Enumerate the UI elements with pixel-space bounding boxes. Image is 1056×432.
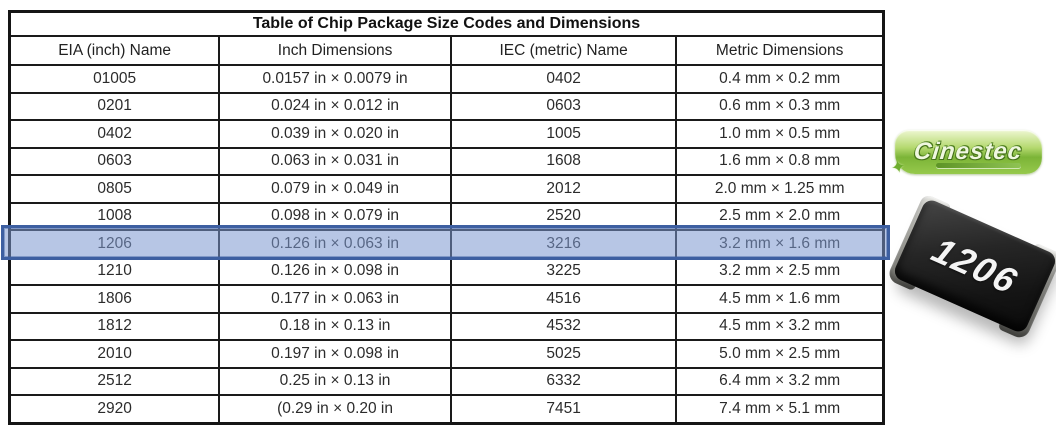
chip-size-table: Table of Chip Package Size Codes and Dim… xyxy=(8,10,885,425)
table-cell: 0.126 in × 0.098 in xyxy=(218,256,452,287)
table-cell: 1206 xyxy=(8,229,221,259)
table-cell: 2920 xyxy=(8,394,221,425)
column-header: Inch Dimensions xyxy=(218,35,452,66)
table-cell: 4.5 mm × 1.6 mm xyxy=(675,284,885,314)
table-cell: 0.197 in × 0.098 in xyxy=(218,339,452,369)
table-row: 1210 0.126 in × 0.098 in 3225 3.2 mm × 2.5 … xyxy=(8,256,885,287)
logo-background: ✦ Cinestec xyxy=(889,130,1042,178)
table-cell: 6332 xyxy=(449,366,678,397)
column-header: EIA (inch) Name xyxy=(8,35,221,66)
column-header: Metric Dimensions xyxy=(675,35,885,66)
table-cell: 0603 xyxy=(449,91,678,122)
logo-star-icon: ✦ xyxy=(888,155,908,179)
table-row: 2010 0.197 in × 0.098 in 5025 5.0 mm × 2.5 … xyxy=(8,339,885,369)
table-cell: 3216 xyxy=(449,229,678,259)
table-cell: 2.0 mm × 1.25 mm xyxy=(675,174,885,204)
table-row: 0805 0.079 in × 0.049 in 2012 2.0 mm × 1.25… xyxy=(8,174,885,204)
chip-resistor-photo: 1206 xyxy=(886,193,1056,341)
table-cell: 0.25 in × 0.13 in xyxy=(218,366,452,397)
table-cell: 7.4 mm × 5.1 mm xyxy=(675,394,885,425)
table-cell: 0.126 in × 0.063 in xyxy=(218,229,452,259)
table-row: 01005 0.0157 in × 0.0079 in 0402 0.4 mm × 0… xyxy=(8,64,885,94)
table-cell: 0.4 mm × 0.2 mm xyxy=(675,64,885,94)
table-cell: 3.2 mm × 1.6 mm xyxy=(675,229,885,259)
logo-underline xyxy=(936,163,1022,168)
table-cell: 2012 xyxy=(449,174,678,204)
table-cell: 0805 xyxy=(8,174,221,204)
table-row: 2512 0.25 in × 0.13 in 6332 6.4 mm × 3.2 mm xyxy=(8,366,885,397)
table-cell: 0.177 in × 0.063 in xyxy=(218,284,452,314)
chip-size-table-wrap: Table of Chip Package Size Codes and Dim… xyxy=(8,10,885,425)
table-cell: 1005 xyxy=(449,119,678,149)
table-row-highlighted: 1206 0.126 in × 0.063 in 3216 3.2 mm × 1.6 … xyxy=(8,229,885,259)
table-cell: 1.0 mm × 0.5 mm xyxy=(675,119,885,149)
table-cell: 2520 xyxy=(449,201,678,232)
table-title-row: Table of Chip Package Size Codes and Dim… xyxy=(8,10,885,37)
brand-logo: ✦ Cinestec xyxy=(889,124,1042,180)
table-cell: 2.5 mm × 2.0 mm xyxy=(675,201,885,232)
table-cell: (0.29 in × 0.20 in xyxy=(218,394,452,425)
table-cell: 1608 xyxy=(449,146,678,177)
table-row: 1806 0.177 in × 0.063 in 4516 4.5 mm × 1.6 … xyxy=(8,284,885,314)
chip-rotor: 1206 xyxy=(886,193,1056,341)
table-cell: 0.6 mm × 0.3 mm xyxy=(675,91,885,122)
table-cell: 0402 xyxy=(449,64,678,94)
table-cell: 2512 xyxy=(8,366,221,397)
table-cell: 1806 xyxy=(8,284,221,314)
table-cell: 5.0 mm × 2.5 mm xyxy=(675,339,885,369)
table-cell: 0.0157 in × 0.0079 in xyxy=(218,64,452,94)
table-cell: 0603 xyxy=(8,146,221,177)
table-cell: 0.18 in × 0.13 in xyxy=(218,311,452,342)
table-cell: 6.4 mm × 3.2 mm xyxy=(675,366,885,397)
table-cell: 3225 xyxy=(449,256,678,287)
table-row: 1008 0.098 in × 0.079 in 2520 2.5 mm × 2.0 … xyxy=(8,201,885,232)
table-cell: 4.5 mm × 3.2 mm xyxy=(675,311,885,342)
table-cell: 0.063 in × 0.031 in xyxy=(218,146,452,177)
table-cell: 1008 xyxy=(8,201,221,232)
table-title: Table of Chip Package Size Codes and Dim… xyxy=(8,10,885,37)
table-row: 2920 (0.29 in × 0.20 in 7451 7.4 mm × 5.1 m… xyxy=(8,394,885,425)
table-cell: 0.079 in × 0.049 in xyxy=(218,174,452,204)
table-cell: 0402 xyxy=(8,119,221,149)
table-cell: 0201 xyxy=(8,91,221,122)
table-cell: 4532 xyxy=(449,311,678,342)
column-header: IEC (metric) Name xyxy=(449,35,678,66)
table-row: 0201 0.024 in × 0.012 in 0603 0.6 mm × 0.3 … xyxy=(8,91,885,122)
table-cell: 5025 xyxy=(449,339,678,369)
table-cell: 1210 xyxy=(8,256,221,287)
table-cell: 0.039 in × 0.020 in xyxy=(218,119,452,149)
table-row: 1812 0.18 in × 0.13 in 4532 4.5 mm × 3.2 mm xyxy=(8,311,885,342)
table-cell: 1.6 mm × 0.8 mm xyxy=(675,146,885,177)
table-cell: 01005 xyxy=(8,64,221,94)
table-header-row: EIA (inch) Name Inch Dimensions IEC (metri… xyxy=(8,35,885,66)
table-cell: 7451 xyxy=(449,394,678,425)
table-cell: 0.098 in × 0.079 in xyxy=(218,201,452,232)
table-cell: 4516 xyxy=(449,284,678,314)
logo-text: Cinestec xyxy=(913,138,1024,165)
table-cell: 2010 xyxy=(8,339,221,369)
table-cell: 0.024 in × 0.012 in xyxy=(218,91,452,122)
table-row: 0603 0.063 in × 0.031 in 1608 1.6 mm × 0.8 … xyxy=(8,146,885,177)
table-cell: 1812 xyxy=(8,311,221,342)
table-row: 0402 0.039 in × 0.020 in 1005 1.0 mm × 0.5 … xyxy=(8,119,885,149)
table-cell: 3.2 mm × 2.5 mm xyxy=(675,256,885,287)
